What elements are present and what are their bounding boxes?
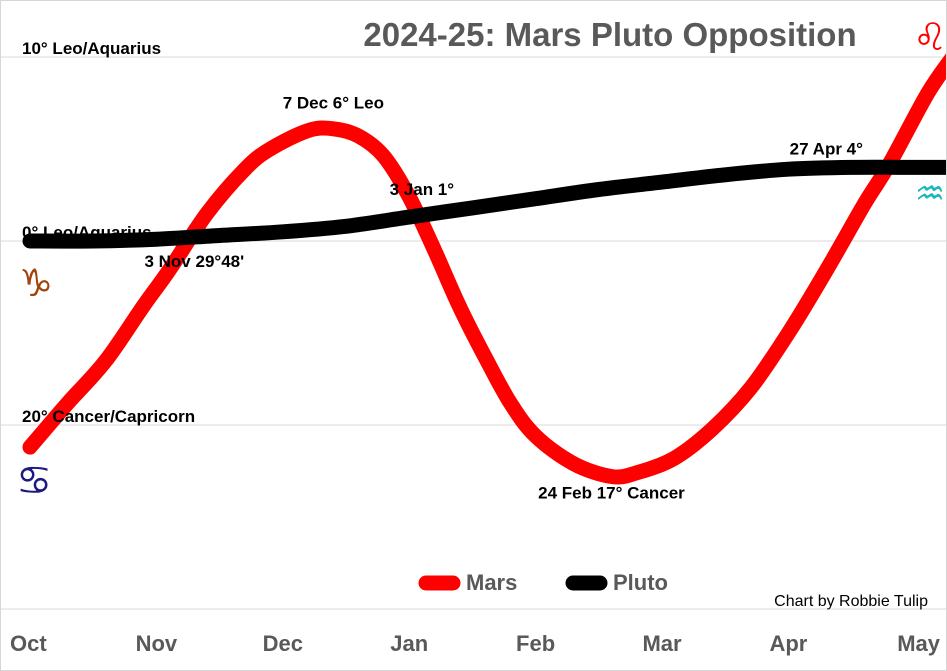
data-annotation: 3 Jan 1° [390,180,455,199]
series-layer [22,52,947,485]
aquarius-glyph-icon: ♒ [915,175,945,213]
data-annotation: 27 Apr 4° [790,140,863,159]
legend: Mars Pluto [418,570,668,595]
legend-label-mars: Mars [466,570,517,595]
cancer-glyph-icon: ♋ [16,459,52,503]
data-annotation: 7 Dec 6° Leo [283,94,384,113]
x-tick-label: May [897,631,941,656]
x-tick-label: Dec [263,631,303,656]
chart-credit: Chart by Robbie Tulip [774,593,928,610]
capricorn-glyph-icon: ♑ [19,263,53,305]
x-tick-label: Jan [390,631,428,656]
x-tick-label: Oct [10,631,47,656]
x-tick-label: Feb [516,631,555,656]
leo-glyph-icon: ♌ [913,17,947,59]
x-tick-label: Mar [642,631,682,656]
x-axis-labels: Oct Nov Dec Jan Feb Mar Apr May [10,631,941,656]
legend-label-pluto: Pluto [613,570,668,595]
zodiac-glyphs: ♌ ♒ ♑ ♋ [16,17,947,503]
data-annotation: 24 Feb 17° Cancer [538,484,685,503]
x-tick-label: Apr [769,631,807,656]
y-tick-label: 0° Leo/Aquarius [22,223,152,242]
y-axis-labels: 10° Leo/Aquarius 0° Leo/Aquarius 20° Cance… [22,39,195,426]
y-tick-label: 20° Cancer/Capricorn [22,407,195,426]
series-line-pluto [22,159,947,249]
text-layer: 2024-25: Mars Pluto Opposition Chart by … [363,16,928,610]
y-tick-label: 10° Leo/Aquarius [22,39,161,58]
x-tick-label: Nov [136,631,178,656]
series-line-mars [22,52,947,485]
chart-title: 2024-25: Mars Pluto Opposition [363,16,856,53]
data-annotation: 3 Nov 29°48' [144,252,244,271]
annotations: 7 Dec 6° Leo 3 Jan 1° 3 Nov 29°48' 27 Apr 4… [144,94,863,503]
